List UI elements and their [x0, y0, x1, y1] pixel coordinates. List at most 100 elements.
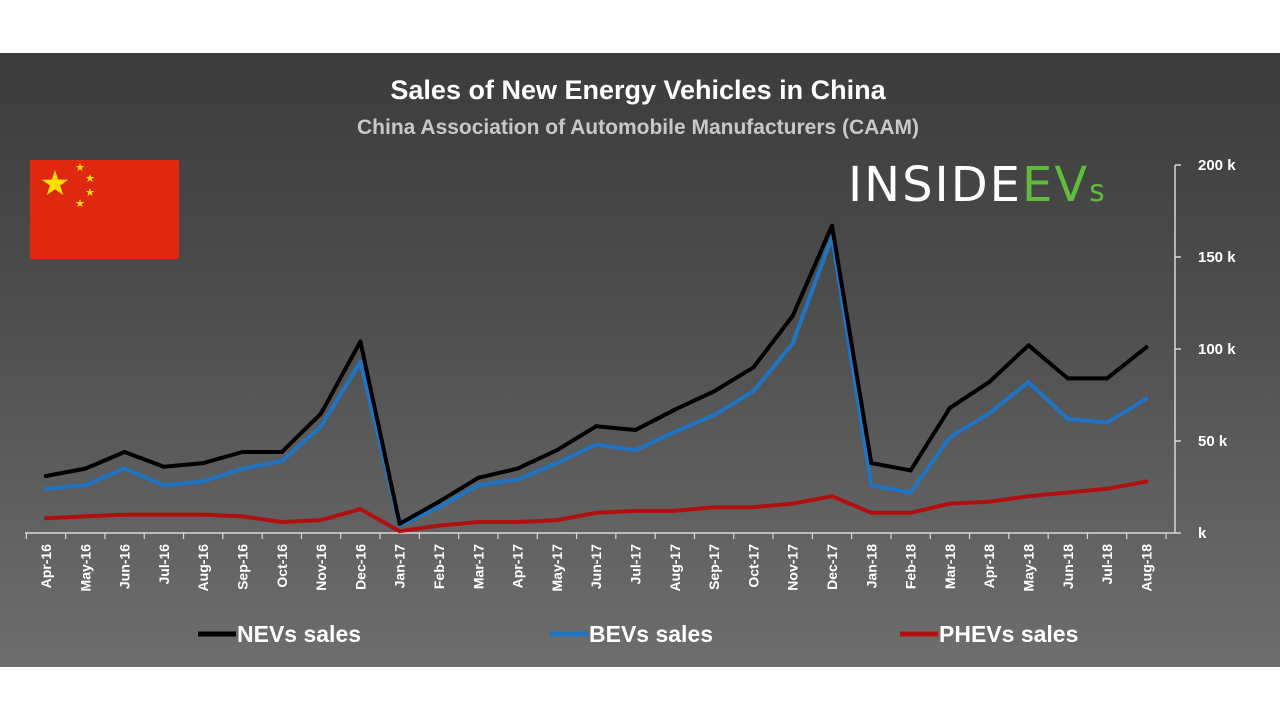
data-point-phevs — [279, 519, 284, 524]
data-point-phevs — [947, 501, 952, 506]
x-tick-label: Jun-18 — [1060, 544, 1076, 589]
chart-title: Sales of New Energy Vehicles in China — [390, 75, 886, 105]
data-point-phevs — [594, 510, 599, 515]
data-point-nevs — [358, 339, 363, 344]
series-line-bevs — [44, 234, 1149, 528]
data-point-phevs — [987, 499, 992, 504]
data-point-phevs — [908, 510, 913, 515]
data-point-nevs — [633, 427, 638, 432]
data-point-nevs — [1065, 376, 1070, 381]
data-point-phevs — [790, 501, 795, 506]
legend-label-bevs: BEVs sales — [589, 621, 713, 647]
data-point-bevs — [869, 483, 874, 488]
data-point-phevs — [397, 529, 402, 534]
data-point-nevs — [1105, 376, 1110, 381]
data-point-bevs — [1026, 380, 1031, 385]
data-point-phevs — [161, 512, 166, 517]
data-point-bevs — [672, 429, 677, 434]
data-point-phevs — [44, 516, 48, 521]
data-point-phevs — [476, 519, 481, 524]
data-point-nevs — [869, 461, 874, 466]
legend-item-nevs: NEVs sales — [198, 621, 361, 647]
x-tick-label: Jul-17 — [628, 544, 644, 585]
data-point-phevs — [1105, 486, 1110, 491]
chart-svg: Sales of New Energy Vehicles in China Ch… — [25, 75, 1236, 647]
flag-small-star — [75, 199, 85, 207]
y-tick-label: 200 k — [1198, 157, 1236, 174]
data-point-bevs — [515, 477, 520, 482]
data-point-nevs — [83, 466, 88, 471]
data-point-phevs — [122, 512, 127, 517]
x-tick-label: Aug-18 — [1138, 544, 1154, 592]
data-point-phevs — [1026, 494, 1031, 499]
data-point-bevs — [633, 448, 638, 453]
data-point-nevs — [1026, 343, 1031, 348]
data-point-nevs — [947, 405, 952, 410]
data-point-nevs — [122, 450, 127, 455]
x-tick-label: Jul-18 — [1099, 544, 1115, 585]
chart-subtitle: China Association of Automobile Manufact… — [357, 116, 919, 139]
x-tick-label: Aug-17 — [667, 544, 683, 592]
data-point-nevs — [476, 475, 481, 480]
x-tick-label: May-17 — [549, 544, 565, 592]
data-point-bevs — [1065, 416, 1070, 421]
data-point-bevs — [319, 424, 324, 429]
data-point-nevs — [161, 464, 166, 469]
data-point-bevs — [83, 483, 88, 488]
data-point-phevs — [672, 508, 677, 513]
data-point-phevs — [515, 519, 520, 524]
data-point-bevs — [594, 442, 599, 447]
data-point-nevs — [397, 521, 402, 526]
flag-small-star — [85, 174, 95, 182]
data-point-phevs — [201, 512, 206, 517]
data-point-phevs — [358, 507, 363, 512]
data-point-phevs — [437, 523, 441, 528]
data-point-bevs — [240, 466, 245, 471]
data-point-bevs — [908, 490, 913, 495]
legend-label-phevs: PHEVs sales — [939, 621, 1078, 647]
data-point-nevs — [240, 450, 245, 455]
data-point-phevs — [633, 508, 638, 513]
x-tick-label: Jun-16 — [117, 544, 133, 589]
x-tick-label: Sep-16 — [235, 544, 251, 590]
x-tick-label: May-18 — [1021, 544, 1037, 592]
data-point-nevs — [712, 389, 717, 394]
y-tick-label: 150 k — [1198, 249, 1236, 266]
x-tick-label: Apr-16 — [38, 544, 54, 589]
x-tick-label: Feb-17 — [431, 544, 447, 589]
logo-part-inside: INSIDE — [848, 157, 1022, 213]
axes — [25, 165, 1176, 534]
y-axis-ticks: k 50 k 100 k 150 k 200 k — [1175, 157, 1236, 542]
data-point-nevs — [987, 380, 992, 385]
data-point-bevs — [987, 411, 992, 416]
x-tick-label: Apr-17 — [510, 544, 526, 589]
data-point-nevs — [279, 450, 284, 455]
data-point-bevs — [1144, 396, 1149, 401]
data-point-nevs — [751, 365, 756, 370]
series-layer — [44, 223, 1149, 534]
x-tick-label: May-16 — [77, 544, 93, 592]
x-tick-label: Apr-18 — [981, 544, 997, 589]
flag-small-star — [85, 188, 95, 196]
flag-background — [30, 160, 179, 259]
logo-part-ev: EV — [1022, 157, 1089, 213]
data-point-phevs — [830, 494, 834, 499]
data-point-phevs — [240, 514, 245, 519]
x-tick-label: Oct-16 — [274, 544, 290, 588]
data-point-nevs — [437, 499, 441, 504]
x-tick-label: Dec-16 — [352, 544, 368, 590]
x-tick-label: Feb-18 — [903, 544, 919, 589]
data-point-phevs — [712, 505, 717, 510]
data-point-phevs — [1065, 490, 1070, 495]
y-tick-label: 100 k — [1198, 341, 1236, 358]
x-tick-label: Oct-17 — [745, 544, 761, 588]
data-point-nevs — [672, 407, 677, 412]
data-point-bevs — [790, 341, 795, 346]
legend-item-phevs: PHEVs sales — [900, 621, 1078, 647]
x-tick-label: Jan-17 — [392, 544, 408, 589]
chart-panel: Sales of New Energy Vehicles in China Ch… — [0, 53, 1280, 667]
china-flag-icon — [30, 160, 179, 259]
data-point-bevs — [751, 389, 756, 394]
flag-small-star — [75, 163, 85, 171]
legend-item-bevs: BEVs sales — [550, 621, 713, 647]
